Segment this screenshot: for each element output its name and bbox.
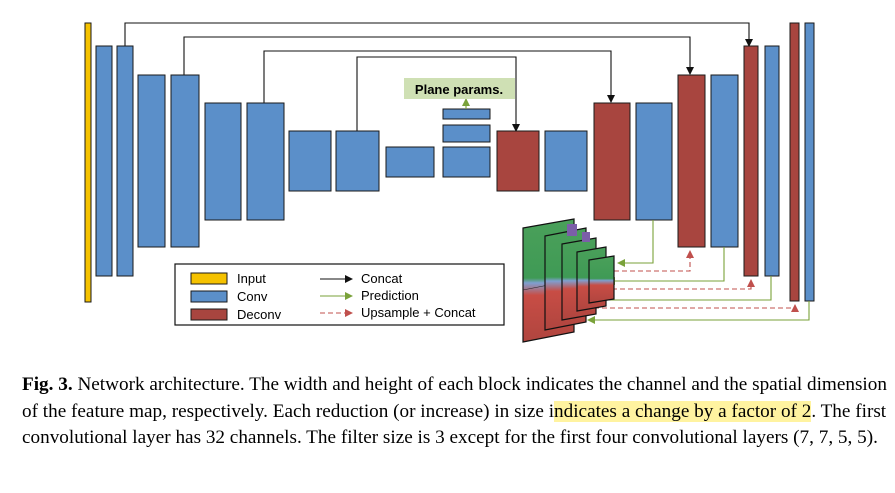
upsample-connections [594, 250, 799, 312]
encoder-conv-blocks [95, 45, 435, 277]
legend-input-swatch [190, 272, 228, 285]
plane-params-label: Plane params. [415, 82, 503, 97]
caption-highlight: ndicates a change by a factor of 2 [554, 400, 812, 422]
legend-upsample-label: Upsample + Concat [361, 305, 476, 320]
prediction-image-stack [522, 218, 615, 343]
figure-caption: Fig. 3. Network architecture. The width … [22, 372, 887, 452]
network-architecture-diagram: Plane params. [84, 22, 815, 343]
caption-text-part-1: Network architecture. The width and heig… [22, 374, 887, 422]
legend: Input Conv Deconv Concat Prediction Upsa… [174, 263, 505, 326]
prediction-connections [587, 220, 810, 324]
figure-label: Fig. 3. [22, 374, 73, 395]
legend-conv-label: Conv [237, 289, 268, 304]
decoder-blocks [496, 22, 815, 302]
plane-params-branch: Plane params. [404, 78, 515, 178]
legend-deconv-label: Deconv [237, 307, 282, 322]
concat-connections [124, 22, 753, 132]
legend-conv-swatch [190, 290, 228, 303]
legend-concat-label: Concat [361, 271, 403, 286]
legend-prediction-label: Prediction [361, 288, 419, 303]
legend-box [174, 263, 505, 326]
legend-deconv-swatch [190, 308, 228, 321]
plane-params-label-box [404, 78, 515, 99]
caption-text-part-2: . The first convolutional layer has 32 c… [22, 400, 887, 449]
input-block [84, 22, 92, 303]
legend-input-label: Input [237, 271, 266, 286]
